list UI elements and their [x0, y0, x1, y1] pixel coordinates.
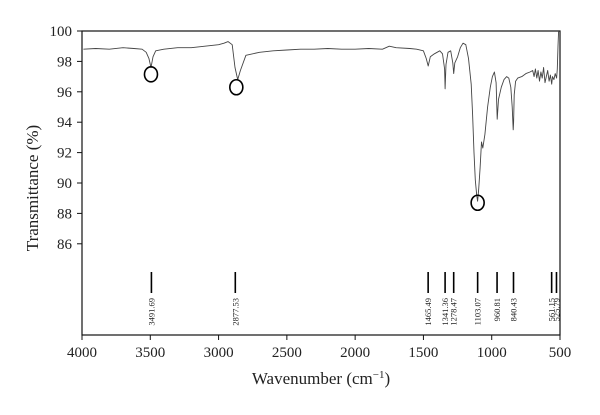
peak-label: 2877.53: [230, 298, 240, 326]
marks: [83, 30, 560, 212]
x-axis-title-superscript: −1: [373, 369, 385, 381]
peak-label: 960.81: [492, 298, 502, 321]
x-axis-title-end: ): [384, 369, 390, 388]
x-tick-label: 2500: [272, 345, 302, 361]
x-tick-label: 1500: [408, 345, 438, 361]
x-axis-title-main: Wavenumber (cm: [252, 369, 373, 388]
peak-label: 1103.07: [473, 298, 483, 325]
peak-label: 525.79: [551, 298, 561, 321]
y-tick-label: 88: [57, 206, 72, 222]
y-tick-label: 90: [57, 176, 72, 192]
y-tick-label: 96: [57, 85, 73, 101]
peak-label: 1278.47: [449, 298, 459, 326]
peak-label: 840.43: [509, 298, 519, 321]
x-tick-label: 1000: [477, 345, 507, 361]
band-circle-marker: [229, 78, 244, 96]
y-axis-title: Transmittance (%): [23, 125, 42, 251]
x-tick-label: 4000: [67, 345, 97, 361]
peak-label: 3491.69: [146, 298, 156, 326]
x-tick-label: 2000: [340, 345, 370, 361]
x-tick-label: 500: [549, 345, 572, 361]
axes: [81, 30, 561, 336]
y-tick-label: 94: [57, 115, 73, 131]
plot-frame: [81, 30, 561, 336]
peak-label: 561.15: [547, 298, 557, 321]
y-tick-label: 86: [57, 237, 73, 253]
peak-label: 1465.49: [423, 298, 433, 326]
x-axis-title: Wavenumber (cm−1): [252, 369, 390, 388]
x-tick-label: 3500: [135, 345, 165, 361]
spectrum-line: [83, 30, 560, 202]
y-tick-label: 98: [57, 54, 72, 70]
band-circle-marker: [143, 66, 159, 83]
y-tick-label: 100: [50, 24, 73, 40]
x-tick-label: 3000: [204, 345, 234, 361]
peak-label: 1341.36: [440, 298, 450, 326]
ticks: 4000 3500 3000 2500 2000 1500 1000 500 86 88 90 92 9…: [50, 24, 572, 361]
band-circle-marker: [470, 194, 485, 212]
y-tick-label: 92: [57, 146, 72, 162]
